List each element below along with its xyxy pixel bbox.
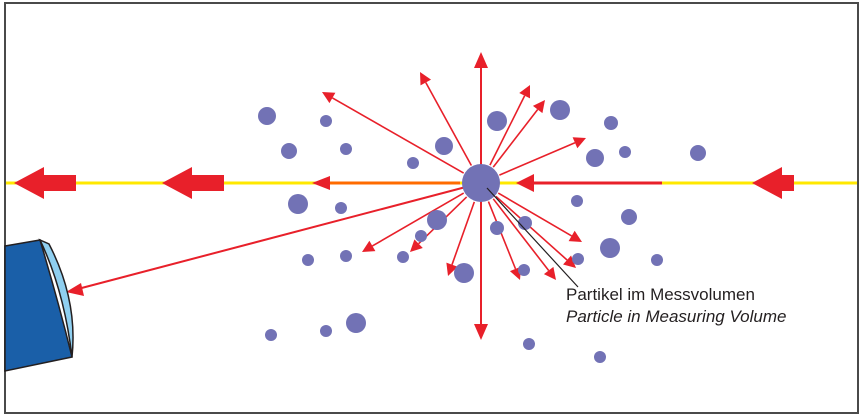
particle <box>340 143 352 155</box>
particle <box>651 254 663 266</box>
particle <box>265 329 277 341</box>
particle <box>281 143 297 159</box>
scatter-arrow-icon <box>332 97 465 174</box>
scatter-arrow-icon <box>495 195 568 261</box>
particle <box>335 202 347 214</box>
particle <box>435 137 453 155</box>
scatter-arrowhead-icon <box>572 137 586 149</box>
scatter-arrow-icon <box>492 109 539 168</box>
particle <box>690 145 706 161</box>
particle-label-english: Particle in Measuring Volume <box>566 307 786 326</box>
particle <box>346 313 366 333</box>
particle <box>320 325 332 337</box>
scatter-arrow-icon <box>371 192 465 247</box>
scatter-arrowhead-icon <box>410 239 423 252</box>
scatter-arrowhead-icon <box>446 262 458 276</box>
particle <box>572 253 584 265</box>
particle <box>454 263 474 283</box>
scatter-arrow-icon <box>451 201 476 265</box>
particle <box>490 221 504 235</box>
scatter-arrowhead-icon <box>322 92 336 104</box>
particle <box>415 230 427 242</box>
incident-beam-arrowhead-icon <box>516 174 534 192</box>
scatter-arrowhead-icon <box>66 283 84 296</box>
detector-icon <box>4 238 74 372</box>
particle-cloud <box>258 100 706 363</box>
particle <box>571 195 583 207</box>
particle <box>594 351 606 363</box>
beam-direction-arrow-icon <box>752 167 794 199</box>
scattered-light-arrows <box>66 52 586 340</box>
scatter-arrow-icon <box>425 82 473 166</box>
beam-direction-arrow-icon <box>162 167 224 199</box>
scatter-arrowhead-icon <box>563 255 576 268</box>
scatter-arrow-icon <box>73 182 482 291</box>
scatter-arrow-icon <box>497 192 573 237</box>
particle-label-german: Partikel im Messvolumen <box>566 285 755 304</box>
scatter-arrowhead-icon <box>543 266 556 280</box>
scatter-arrowhead-icon <box>474 324 488 340</box>
particle <box>523 338 535 350</box>
particle <box>427 210 447 230</box>
particle <box>302 254 314 266</box>
beam-direction-arrow-icon <box>14 167 76 199</box>
particle <box>320 115 332 127</box>
particle <box>518 264 530 276</box>
particle <box>619 146 631 158</box>
scatter-arrow-icon <box>487 201 517 270</box>
particle <box>604 116 618 130</box>
particle <box>258 107 276 125</box>
particle <box>487 111 507 131</box>
scatter-arrow-icon <box>489 95 526 166</box>
particle <box>340 250 352 262</box>
scatter-arrow-icon <box>492 198 550 271</box>
particle <box>586 149 604 167</box>
particle <box>621 209 637 225</box>
particle <box>600 238 620 258</box>
transmitted-beam-arrowhead-icon <box>312 176 330 190</box>
label-leader-line <box>486 187 579 288</box>
scatter-arrowhead-icon <box>519 85 530 99</box>
scatter-arrowhead-icon <box>474 52 488 68</box>
scatter-arrowhead-icon <box>568 230 582 242</box>
diagram-frame <box>4 2 859 414</box>
scatter-arrowhead-icon <box>362 240 376 252</box>
scatter-arrowhead-icon <box>420 72 432 86</box>
scatter-arrow-icon <box>499 141 576 176</box>
particle <box>288 194 308 214</box>
particle <box>550 100 570 120</box>
particle <box>397 251 409 263</box>
scatter-arrowhead-icon <box>532 100 545 114</box>
particle <box>407 157 419 169</box>
particle <box>518 216 532 230</box>
